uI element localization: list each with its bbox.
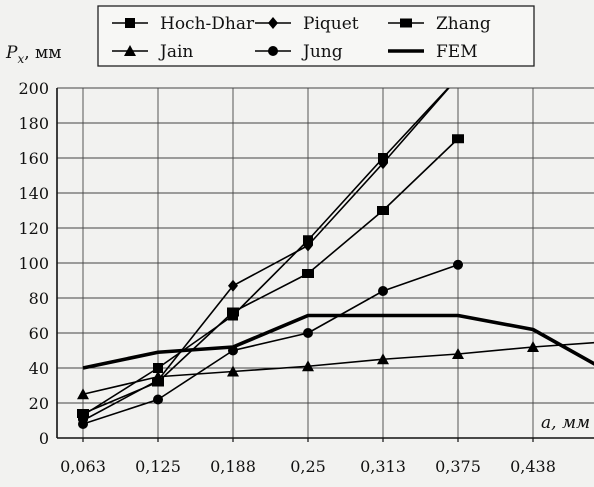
y-tick-label: 180 xyxy=(18,114,49,133)
legend-marker-hoch-dhar xyxy=(125,18,135,28)
legend-label-jain: Jain xyxy=(158,42,193,62)
data-point-jung xyxy=(228,345,238,356)
legend-marker-zhang xyxy=(400,18,412,28)
legend-label-piquet: Piquet xyxy=(303,14,359,34)
data-point-jain xyxy=(152,370,164,382)
y-tick-label: 40 xyxy=(29,359,49,378)
x-tick-label: 0,313 xyxy=(360,457,406,476)
x-tick-label: 0,063 xyxy=(60,457,106,476)
legend: Hoch-Dhar Piquet Zhang Jain Jung FEM xyxy=(97,5,535,67)
series-line-fem xyxy=(82,313,594,370)
y-tick-label: 20 xyxy=(29,394,49,413)
data-point-zhang xyxy=(377,206,389,215)
y-tick-label: 120 xyxy=(18,219,49,238)
axes xyxy=(56,88,594,439)
tick-labels: 0 20 40 60 80 100 120 140 160 180 200 0,063 0,125 0,1… xyxy=(18,79,556,476)
x-tick-label: 0,125 xyxy=(135,457,181,476)
y-axis-label: Px, мм xyxy=(5,43,62,66)
x-tick-label: 0,375 xyxy=(435,457,481,476)
y-tick-label: 100 xyxy=(18,254,49,273)
series-markers xyxy=(77,134,539,429)
x-tick-label: 0,188 xyxy=(210,457,256,476)
data-point-jung xyxy=(78,419,88,429)
data-point-jain xyxy=(302,360,314,372)
series-line-jung xyxy=(82,263,459,425)
series-lines xyxy=(82,88,594,425)
data-point-jung xyxy=(303,328,313,338)
data-point-jung xyxy=(453,259,463,270)
series-line-hoch-dhar xyxy=(82,88,450,416)
legend-marker-piquet xyxy=(268,17,278,29)
y-tick-label: 0 xyxy=(39,429,49,448)
data-point-piquet xyxy=(303,239,313,252)
y-axis-label-sub: x xyxy=(17,52,24,66)
data-point-jain xyxy=(77,388,89,400)
legend-marker-jung xyxy=(268,46,278,56)
y-axis-label-main: P xyxy=(5,43,18,63)
data-point-zhang xyxy=(152,377,164,387)
data-point-jain xyxy=(227,365,239,377)
legend-label-jung: Jung xyxy=(301,42,343,62)
data-point-jain xyxy=(527,341,539,352)
legend-label-fem: FEM xyxy=(436,42,478,62)
data-point-zhang xyxy=(227,307,239,317)
x-axis-label: a, мм xyxy=(541,413,590,433)
data-point-piquet xyxy=(378,157,388,170)
series-line-zhang xyxy=(82,138,459,415)
y-axis-label-unit: , мм xyxy=(24,43,61,63)
legend-label-zhang: Zhang xyxy=(436,14,491,34)
y-tick-label: 160 xyxy=(18,149,49,168)
legend-marker-jain xyxy=(124,45,136,56)
y-tick-label: 140 xyxy=(18,184,49,203)
data-point-piquet xyxy=(228,279,238,292)
data-point-jung xyxy=(378,286,388,296)
data-point-jain xyxy=(452,348,464,359)
series-line-jain xyxy=(82,341,594,396)
data-point-jain xyxy=(377,353,389,365)
data-point-zhang xyxy=(77,409,89,418)
data-point-zhang xyxy=(302,269,314,278)
legend-label-hoch-dhar: Hoch-Dhar xyxy=(160,14,255,34)
x-tick-label: 0,438 xyxy=(510,457,556,476)
y-tick-label: 80 xyxy=(29,289,49,308)
y-tick-label: 200 xyxy=(18,79,49,98)
legend-box xyxy=(97,5,535,67)
grid xyxy=(57,87,594,438)
data-point-zhang xyxy=(452,134,464,144)
x-tick-label: 0,25 xyxy=(290,457,326,476)
data-point-hoch-dhar xyxy=(153,363,163,373)
y-tick-label: 60 xyxy=(29,324,49,343)
data-point-jung xyxy=(153,394,163,405)
